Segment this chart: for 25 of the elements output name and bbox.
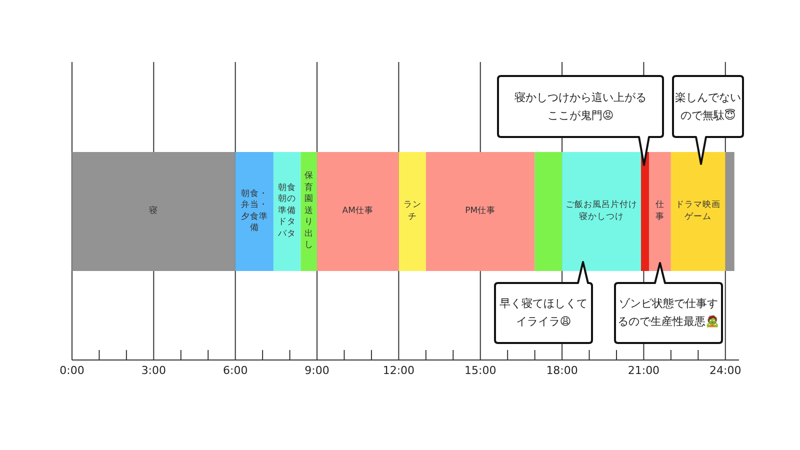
ドラマ映画ゲーム: ドラマ映画ゲーム	[670, 152, 726, 271]
x-tick-label: 3:00	[141, 364, 166, 377]
x-tick-label: 15:00	[464, 364, 496, 377]
ご飯お風呂片付け寝かしつけ: ご飯お風呂片付け寝かしつけ	[562, 152, 641, 271]
x-tick-label: 21:00	[628, 364, 660, 377]
寝: 寝	[72, 152, 236, 271]
annotation: 早く寝てほしくてイライラ😩	[498, 296, 588, 330]
朝食朝の準備ドタバタ: 朝食朝の準備ドタバタ	[273, 152, 301, 271]
x-tick-label: 0:00	[60, 364, 84, 377]
x-tick-label: 18:00	[546, 364, 578, 377]
callout: 早く寝てほしくてイライラ😩	[494, 261, 593, 344]
callout: 寝かしつけから這い上がるここが鬼門😡	[497, 75, 664, 166]
x-tick-label: 24:00	[710, 364, 742, 377]
ランチ: ランチ	[398, 152, 426, 271]
annotation: ゾンビ状態で仕事するので生産性最悪🧟	[618, 296, 720, 330]
annotation: 寝かしつけから這い上がるここが鬼門😡	[514, 90, 648, 124]
x-tick-label: 9:00	[304, 364, 330, 377]
callout: 楽しんでないので無駄😇	[672, 75, 744, 165]
annotation: 楽しんでないので無駄😇	[674, 90, 742, 124]
保育園送り出し: 保育園送り出し	[300, 152, 318, 271]
callout: ゾンビ状態で仕事するので生産性最悪🧟	[614, 262, 723, 344]
x-tick-label: 12:00	[382, 364, 415, 377]
x-tick-label: 6:00	[222, 364, 248, 377]
朝食・弁当・夕食準備: 朝食・弁当・夕食準備	[235, 152, 274, 271]
仕事: 仕事	[649, 152, 671, 271]
